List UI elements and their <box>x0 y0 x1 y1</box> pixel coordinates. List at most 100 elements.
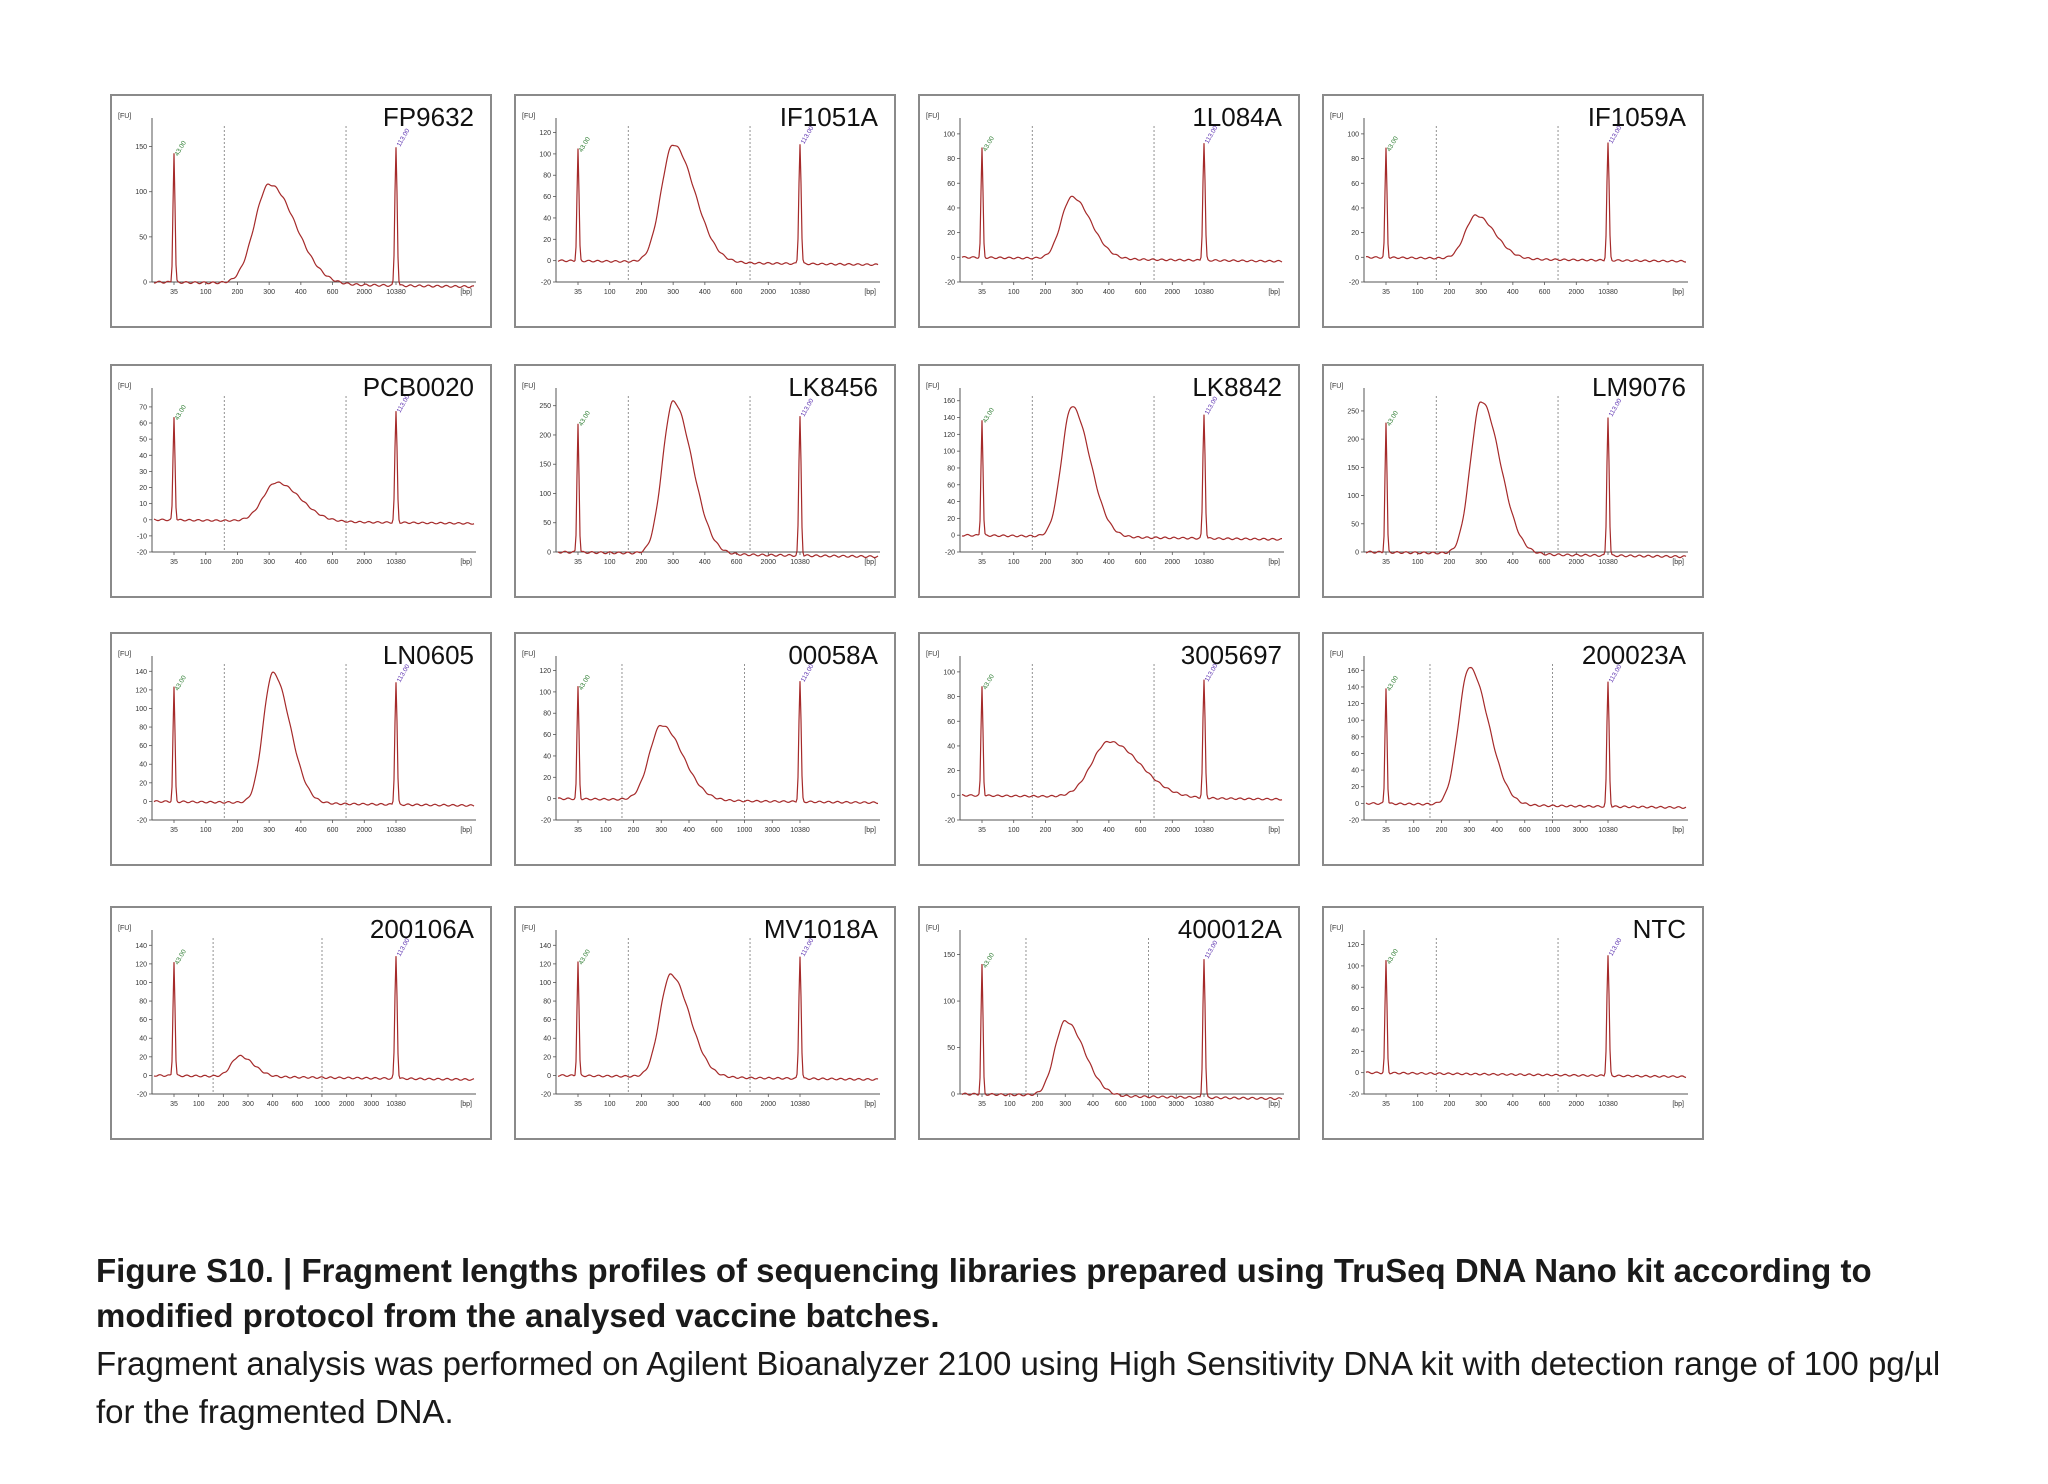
x-tick-label: 600 <box>1135 559 1147 566</box>
sample-label: 3005697 <box>1180 640 1282 670</box>
fluorescence-trace <box>961 406 1282 541</box>
y-tick-label: 40 <box>139 1036 147 1043</box>
x-tick-label: 400 <box>699 559 711 566</box>
y-tick-label: 40 <box>1351 768 1359 775</box>
y-tick-label: -20 <box>1349 280 1359 287</box>
x-tick-label: 600 <box>1539 1101 1551 1108</box>
sample-label: 400012A <box>1177 914 1282 944</box>
lower-marker-label: 43.00 <box>578 136 592 154</box>
y-tick-label: 150 <box>1347 465 1359 472</box>
sample-label: PCB0020 <box>362 372 474 402</box>
x-unit-label: [bp] <box>1268 827 1280 834</box>
panel-svg: [FU] -20 0 20 40 60 80 100 120 140 35 100 200 300 400 6… <box>118 651 476 834</box>
y-tick-label: 60 <box>139 743 147 750</box>
x-tick-label: 300 <box>655 827 667 834</box>
y-tick-label: 40 <box>543 215 551 222</box>
x-tick-label: 600 <box>1539 289 1551 296</box>
electropherogram-panel: [FU] -20 0 20 40 60 80 100 35 100 200 300 400 600 2000… <box>1322 94 1704 328</box>
y-tick-label: 250 <box>539 403 551 410</box>
panel-svg: [FU] -20 0 20 40 60 80 100 35 100 200 300 400 600 2000… <box>926 113 1284 296</box>
x-tick-label: 200 <box>636 1101 648 1108</box>
x-tick-label: 2000 <box>1164 559 1180 566</box>
panel-svg: [FU] -20 -10 0 10 20 30 40 50 60 70 35 100 200 300 400 6… <box>118 383 476 566</box>
x-tick-label: 35 <box>978 559 986 566</box>
x-tick-label: 200 <box>1040 289 1052 296</box>
y-unit-label: [FU] <box>522 113 535 120</box>
y-tick-label: 150 <box>539 462 551 469</box>
y-tick-label: 80 <box>139 999 147 1006</box>
y-tick-label: -20 <box>1349 1092 1359 1099</box>
y-tick-label: 20 <box>1351 1049 1359 1056</box>
x-tick-label: 1000 <box>1545 827 1561 834</box>
y-tick-label: 100 <box>943 669 955 676</box>
y-tick-label: 0 <box>1355 255 1359 262</box>
lower-marker-label: 43.00 <box>1386 410 1400 428</box>
x-tick-label: 3000 <box>1572 827 1588 834</box>
y-tick-label: 60 <box>543 732 551 739</box>
electropherogram-panel: [FU] -20 0 20 40 60 80 100 35 100 200 300 400 600 2000… <box>918 94 1300 328</box>
lower-marker-label: 43.00 <box>982 673 996 691</box>
fluorescence-trace <box>557 399 879 559</box>
x-tick-label: 1000 <box>737 827 753 834</box>
x-tick-label: 35 <box>170 1101 178 1108</box>
x-tick-label: 10380 <box>1194 559 1214 566</box>
panel-svg: [FU] 0 50 100 150 35 100 200 300 400 600 2000 10380 [… <box>118 113 476 296</box>
y-unit-label: [FU] <box>1330 383 1343 390</box>
x-tick-label: 100 <box>200 289 212 296</box>
y-tick-label: 250 <box>1347 408 1359 415</box>
x-tick-label: 400 <box>683 827 695 834</box>
x-tick-label: 35 <box>978 1101 986 1108</box>
x-tick-label: 400 <box>1507 289 1519 296</box>
y-tick-label: 0 <box>143 1073 147 1080</box>
lower-marker-label: 43.00 <box>1386 675 1400 693</box>
panel-svg: [FU] -20 0 20 40 60 80 100 120 35 100 200 300 400 600 2… <box>1330 925 1688 1108</box>
x-tick-label: 200 <box>1444 1101 1456 1108</box>
y-tick-label: 0 <box>547 1073 551 1080</box>
y-tick-label: 30 <box>139 469 147 476</box>
y-tick-label: -20 <box>541 1092 551 1099</box>
y-unit-label: [FU] <box>522 925 535 932</box>
x-tick-label: 2000 <box>339 1101 355 1108</box>
fluorescence-trace <box>153 956 475 1081</box>
sample-label: LM9076 <box>1592 372 1686 402</box>
fluorescence-trace <box>1365 666 1687 810</box>
electropherogram-panel: [FU] 0 50 100 150 200 250 35 100 200 300 400 600 2000… <box>1322 364 1704 598</box>
caption-title: Figure S10. | Fragment lengths profiles … <box>96 1252 1872 1334</box>
y-unit-label: [FU] <box>1330 925 1343 932</box>
y-unit-label: [FU] <box>118 651 131 658</box>
y-tick-label: 10 <box>139 501 147 508</box>
y-tick-label: 60 <box>1351 181 1359 188</box>
x-unit-label: [bp] <box>1672 1101 1684 1108</box>
y-tick-label: 100 <box>539 491 551 498</box>
fluorescence-trace <box>961 679 1283 801</box>
x-tick-label: 100 <box>600 827 612 834</box>
x-tick-label: 35 <box>574 1101 582 1108</box>
y-tick-label: 100 <box>943 999 955 1006</box>
y-tick-label: 0 <box>1355 801 1359 808</box>
y-tick-label: -10 <box>137 533 147 540</box>
y-tick-label: 0 <box>547 258 551 265</box>
lower-marker-label: 43.00 <box>174 404 188 422</box>
x-tick-label: 35 <box>574 559 582 566</box>
fluorescence-trace <box>961 959 1283 1101</box>
x-tick-label: 200 <box>1444 559 1456 566</box>
panel-svg: [FU] 0 50 100 150 35 100 200 300 400 600 1000 3000 10… <box>926 925 1284 1108</box>
y-tick-label: 80 <box>543 999 551 1006</box>
fluorescence-trace <box>557 144 879 266</box>
y-tick-label: 150 <box>943 952 955 959</box>
x-unit-label: [bp] <box>1672 289 1684 296</box>
x-tick-label: 35 <box>170 827 178 834</box>
x-tick-label: 600 <box>711 827 723 834</box>
lower-marker-label: 43.00 <box>982 952 996 970</box>
x-tick-label: 400 <box>1507 559 1519 566</box>
y-tick-label: 120 <box>539 130 551 137</box>
fluorescence-trace <box>153 147 475 289</box>
x-tick-label: 100 <box>1412 559 1424 566</box>
y-tick-label: 60 <box>139 421 147 428</box>
panel-svg: [FU] -20 0 20 40 60 80 100 120 35 100 200 300 400 600 1… <box>522 651 880 834</box>
sample-label: 1L084A <box>1192 102 1282 132</box>
y-tick-label: 70 <box>139 404 147 411</box>
x-tick-label: 2000 <box>356 289 372 296</box>
lower-marker-label: 43.00 <box>174 674 188 692</box>
y-tick-label: 100 <box>135 980 147 987</box>
